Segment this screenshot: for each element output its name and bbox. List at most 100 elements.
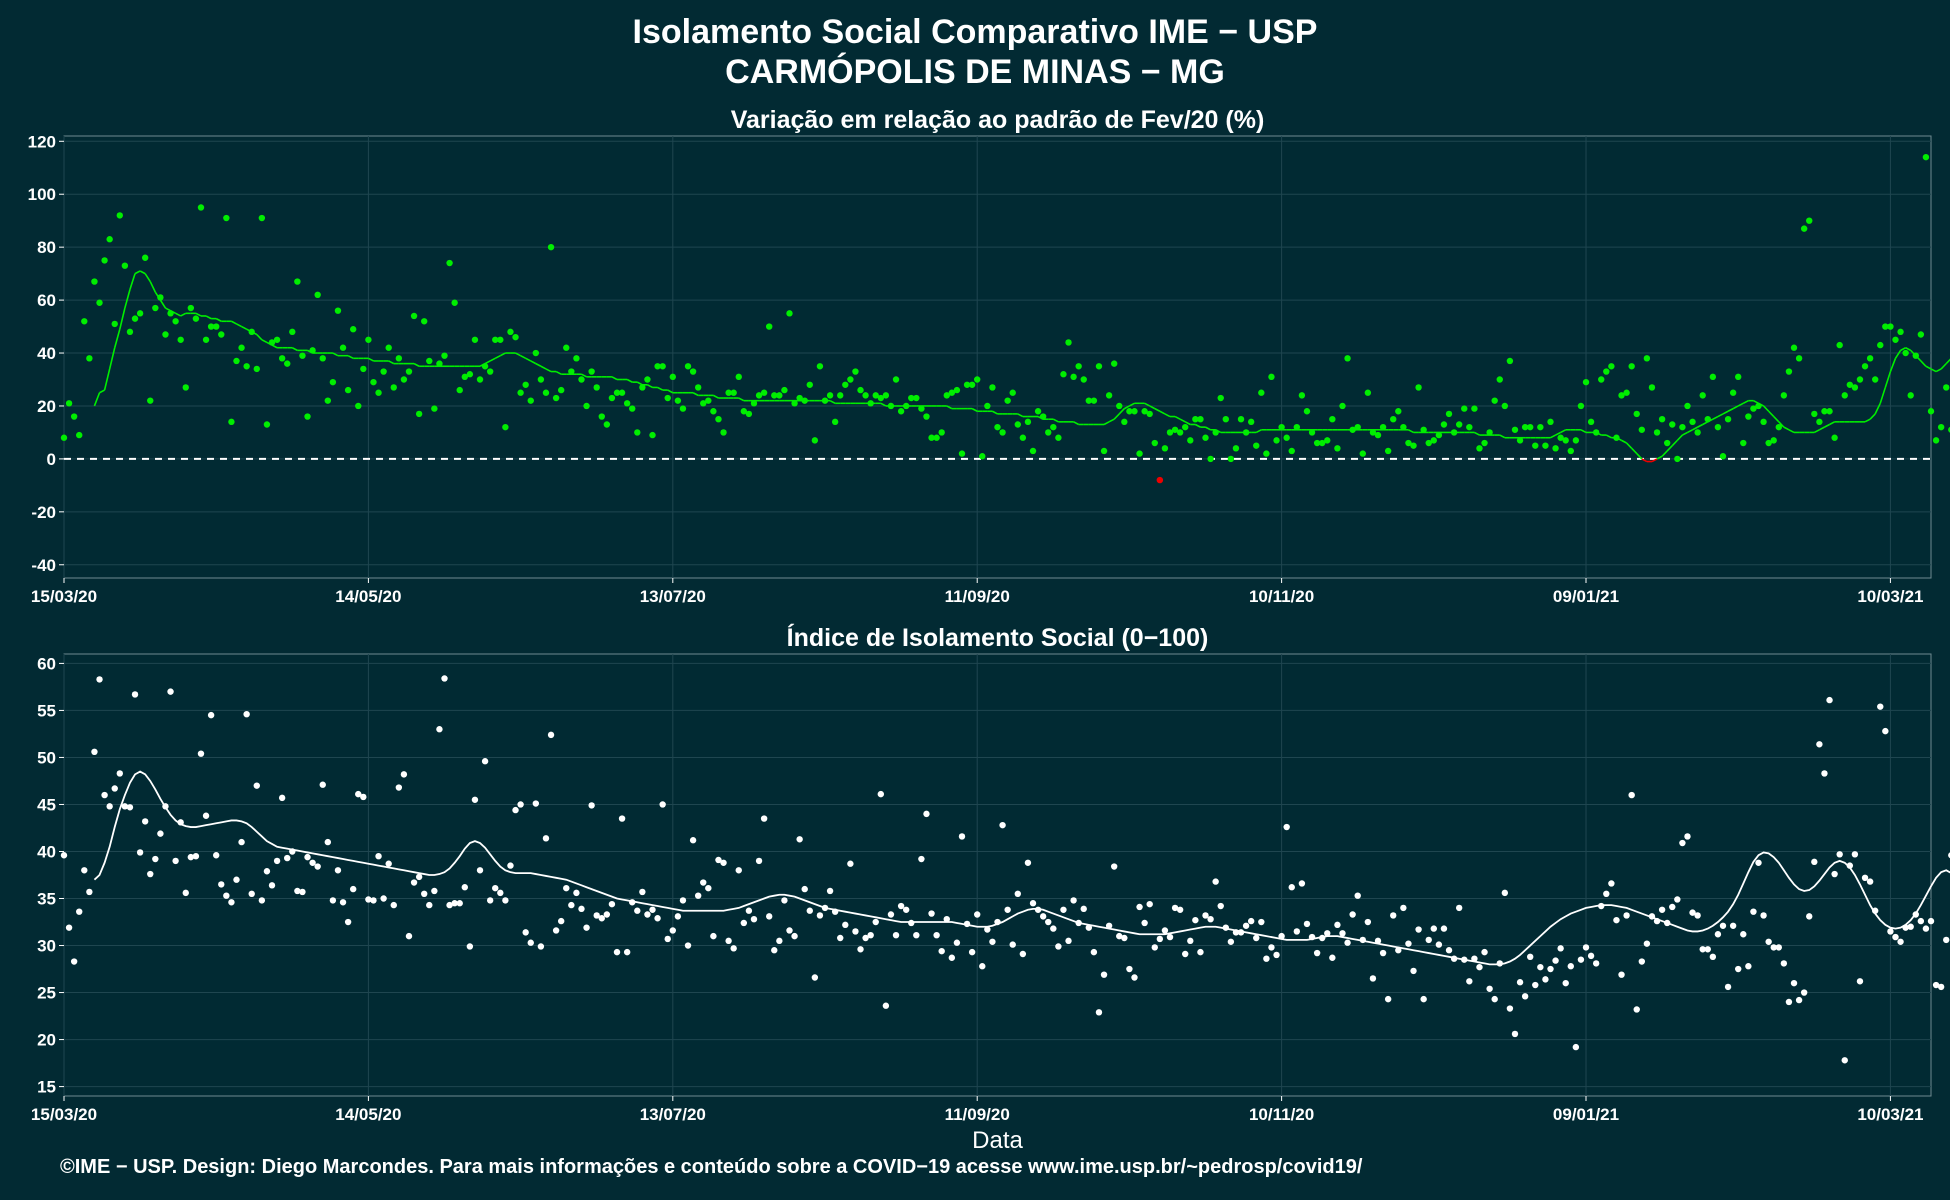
- data-point: [1070, 897, 1077, 904]
- data-point: [979, 963, 986, 970]
- moving-average-segment: [581, 373, 587, 378]
- data-point: [857, 946, 864, 953]
- data-point: [674, 913, 682, 920]
- data-point: [1795, 355, 1803, 362]
- data-point: [1760, 912, 1767, 919]
- data-point: [202, 812, 210, 819]
- moving-average-segment: [1879, 387, 1887, 404]
- data-point: [1212, 429, 1219, 436]
- moving-average-segment: [1783, 426, 1790, 431]
- moving-average-segment: [626, 378, 633, 383]
- data-point: [1669, 421, 1676, 428]
- data-point: [60, 852, 68, 859]
- data-point: [1009, 941, 1016, 948]
- data-point: [233, 876, 240, 883]
- data-point: [1024, 859, 1032, 866]
- data-point: [1293, 928, 1301, 935]
- data-point: [765, 323, 773, 330]
- data-point: [81, 867, 88, 874]
- data-point: [588, 802, 595, 809]
- data-point: [1476, 445, 1483, 452]
- data-point: [639, 384, 646, 391]
- data-point: [552, 394, 560, 402]
- moving-average-segment: [236, 323, 242, 328]
- data-point: [1471, 955, 1478, 962]
- moving-average-segment: [1499, 434, 1506, 439]
- data-point: [786, 310, 793, 317]
- data-point: [1217, 902, 1224, 910]
- data-point: [1207, 916, 1214, 923]
- data-point: [928, 434, 935, 441]
- data-point: [476, 376, 484, 383]
- data-point: [1481, 439, 1488, 447]
- data-point: [918, 405, 925, 412]
- data-point: [106, 803, 113, 810]
- data-point: [1263, 955, 1270, 962]
- moving-average-segment: [1108, 418, 1115, 423]
- data-point: [715, 415, 722, 423]
- data-point: [1907, 923, 1914, 930]
- data-point: [1242, 429, 1250, 436]
- moving-average-segment: [368, 357, 374, 362]
- data-point: [1937, 983, 1945, 991]
- data-point: [1501, 889, 1509, 897]
- data-point: [1014, 421, 1021, 428]
- data-point: [811, 974, 819, 981]
- data-point: [147, 870, 154, 878]
- data-point: [1587, 952, 1595, 960]
- moving-average-segment: [1661, 450, 1668, 457]
- location-title: CARMÓPOLIS DE MINAS − MG: [725, 53, 1225, 91]
- data-point: [735, 867, 742, 874]
- data-point: [385, 860, 392, 867]
- data-point: [1669, 903, 1676, 911]
- data-point: [1724, 983, 1732, 991]
- data-point: [1663, 919, 1671, 927]
- data-point: [1516, 437, 1524, 444]
- moving-average-segment: [1671, 439, 1678, 447]
- data-point: [1085, 924, 1093, 931]
- data-point: [131, 691, 139, 698]
- y-tick-label: 120: [28, 132, 56, 151]
- moving-average-segment: [1408, 429, 1414, 434]
- data-point: [1877, 703, 1884, 710]
- moving-average-segment: [1159, 410, 1166, 415]
- data-point: [1638, 958, 1646, 965]
- data-point: [1247, 917, 1255, 925]
- data-point: [126, 328, 134, 336]
- panel-subtitle: Variação em relação ao padrão de Fev/20 …: [731, 106, 1265, 134]
- moving-average-segment: [256, 333, 263, 341]
- data-point: [1369, 975, 1377, 982]
- data-point: [1445, 947, 1453, 954]
- data-point: [989, 384, 996, 391]
- data-point: [517, 801, 524, 808]
- data-point: [1273, 437, 1280, 444]
- data-point: [1892, 933, 1899, 941]
- data-point: [268, 882, 276, 889]
- data-point: [1435, 941, 1443, 948]
- moving-average-segment: [413, 362, 420, 367]
- data-point: [1395, 947, 1402, 954]
- data-point: [811, 437, 819, 444]
- data-point: [223, 892, 230, 899]
- data-point: [994, 423, 1001, 431]
- data-point: [65, 924, 73, 931]
- data-point: [923, 413, 930, 420]
- data-point: [1674, 455, 1681, 463]
- data-point: [1390, 912, 1397, 919]
- data-point: [1719, 922, 1727, 929]
- data-point: [1882, 323, 1889, 330]
- data-point: [1242, 922, 1250, 929]
- data-point: [1922, 925, 1930, 932]
- data-point: [979, 453, 986, 460]
- data-point: [1116, 402, 1123, 410]
- data-point: [1547, 418, 1554, 426]
- moving-average-segment: [1945, 358, 1950, 365]
- data-point: [557, 917, 565, 925]
- data-point: [76, 908, 83, 915]
- data-point: [182, 889, 189, 897]
- data-point: [1557, 945, 1564, 952]
- x-tick-label: 09/01/21: [1553, 587, 1619, 606]
- data-point: [1552, 445, 1559, 452]
- data-point: [238, 838, 245, 846]
- data-point: [1263, 450, 1270, 457]
